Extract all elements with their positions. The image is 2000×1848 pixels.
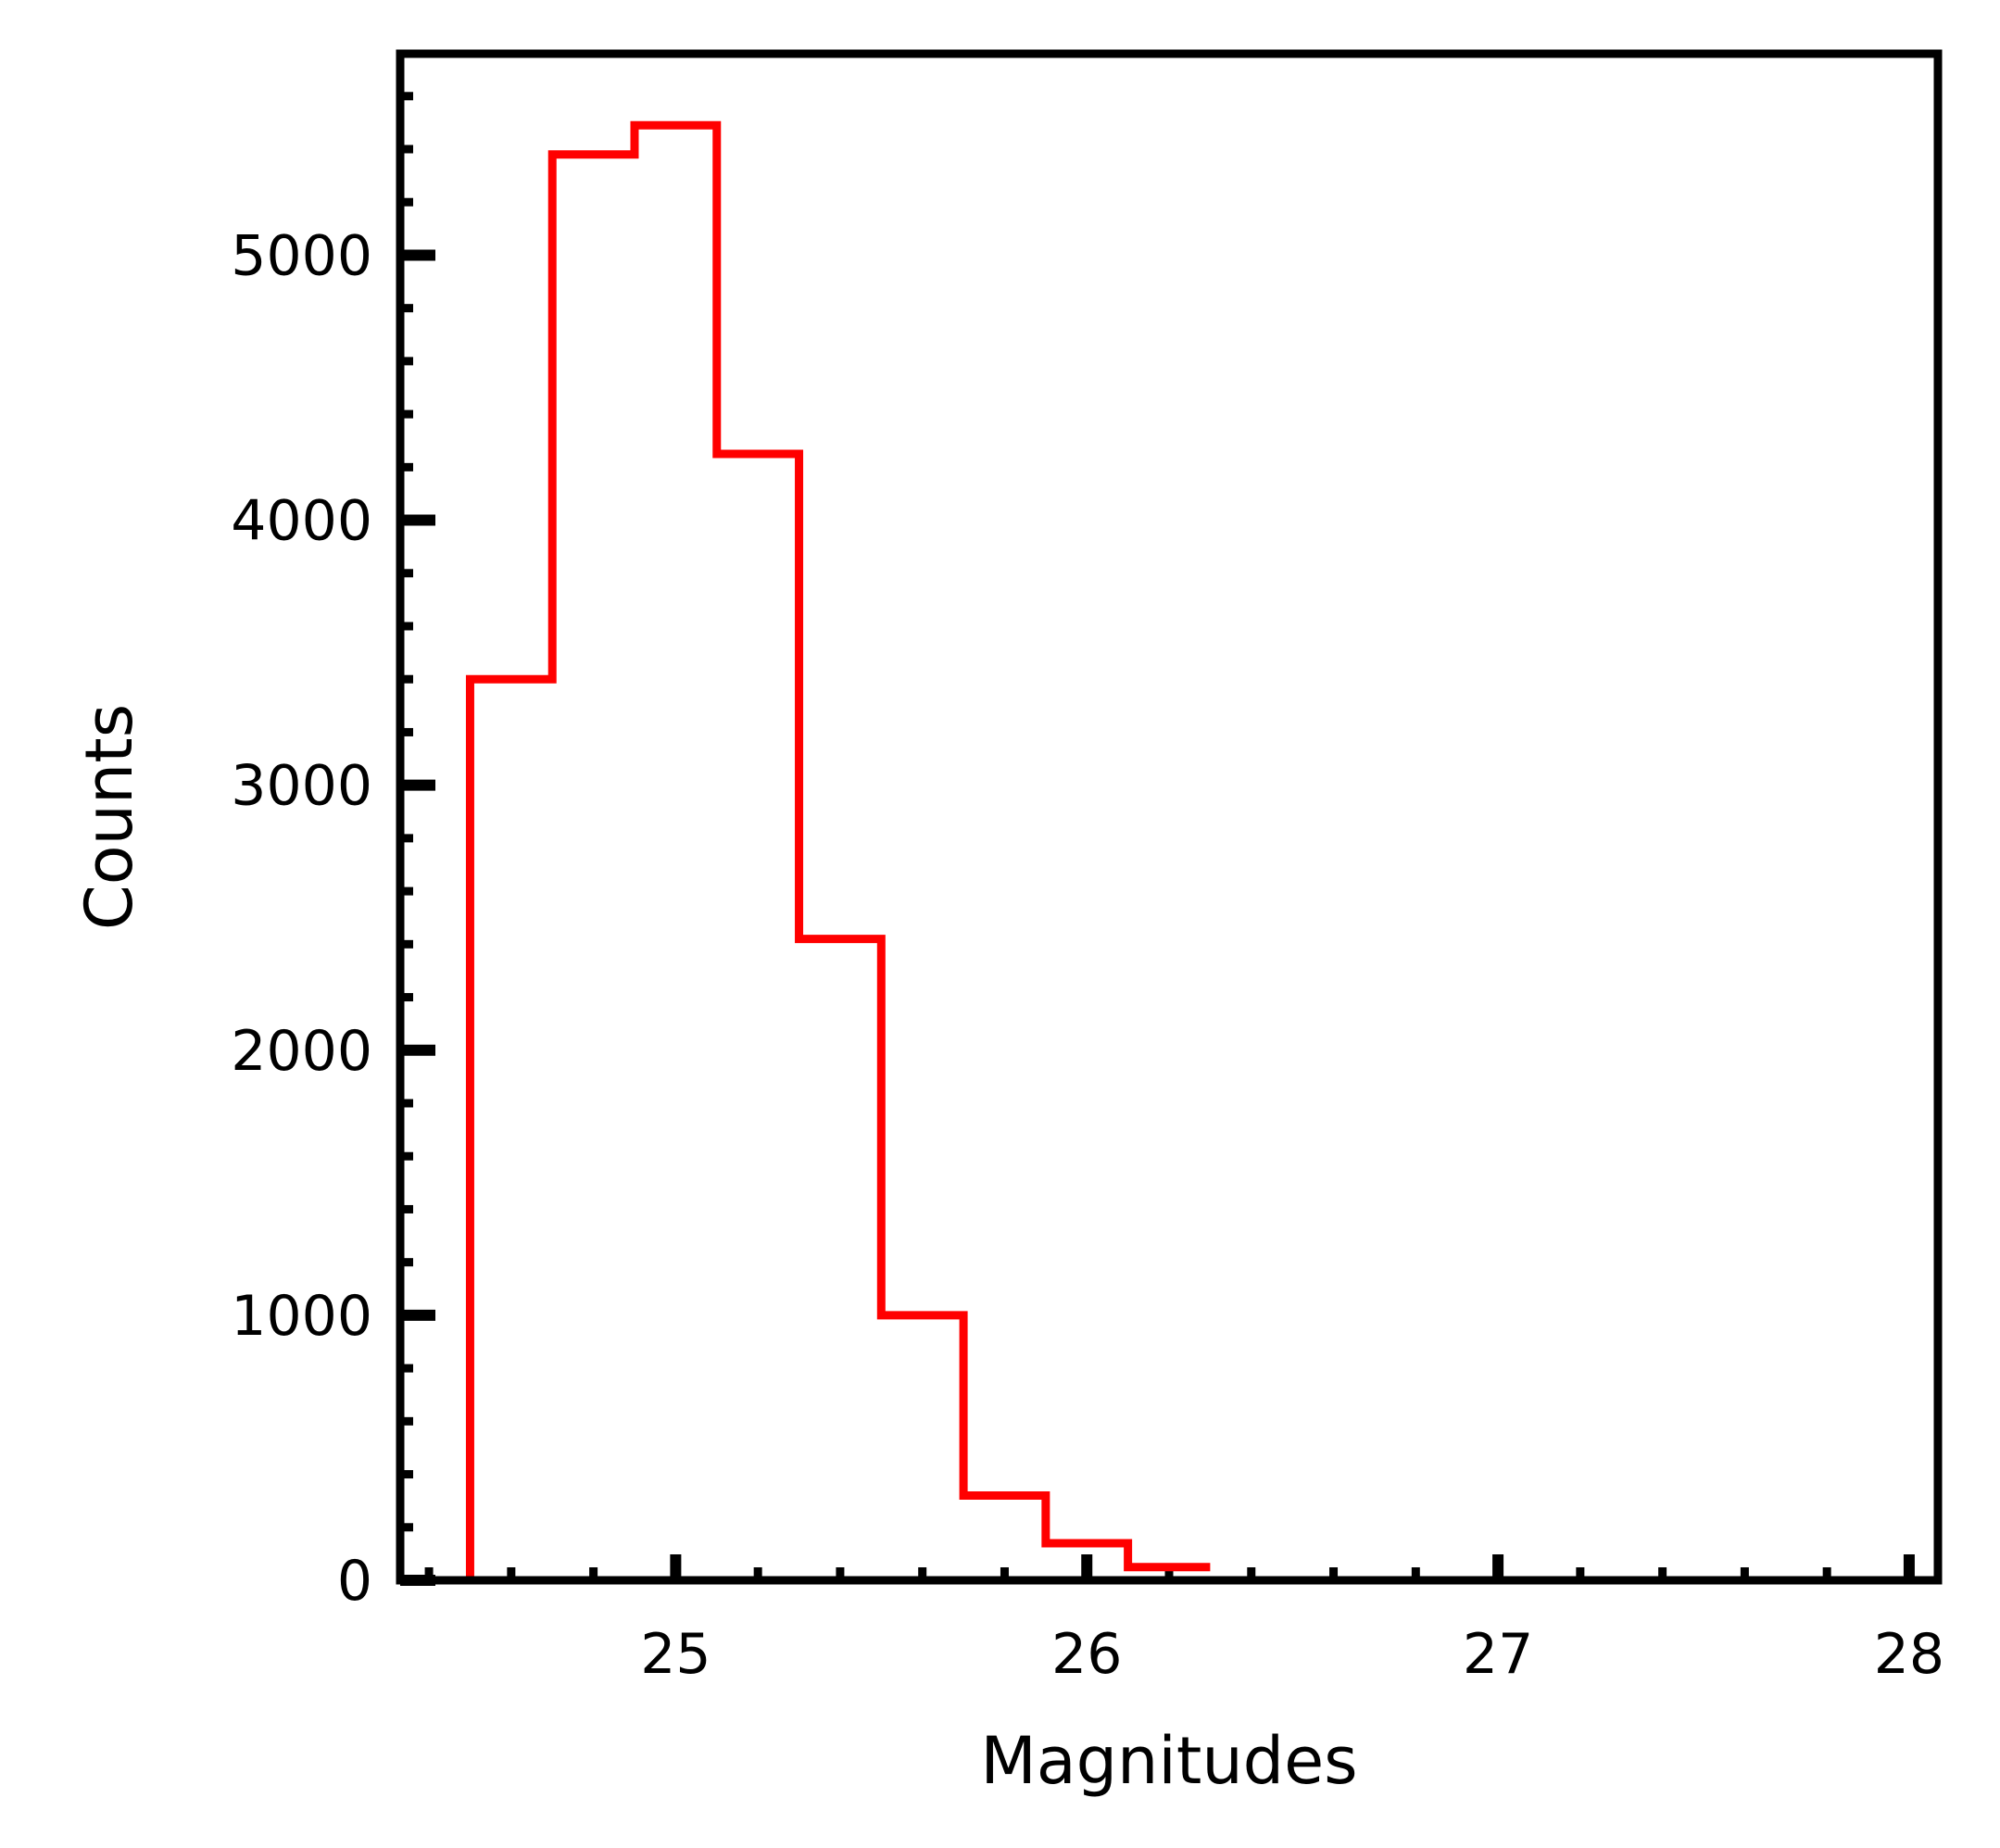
y-tick-label: 1000 (231, 1284, 372, 1349)
tick-labels: 25 26 27 28 0 1000 2000 3000 4000 5000 (231, 223, 1944, 1687)
y-tick-label: 5000 (231, 223, 372, 288)
histogram-series-step-line (465, 120, 1211, 1580)
y-tick-label: 0 (337, 1549, 372, 1614)
x-tick-label: 26 (1051, 1622, 1122, 1687)
y-axis-label: Counts (71, 704, 147, 930)
x-tick-label: 25 (640, 1622, 711, 1687)
y-tick-label: 4000 (231, 489, 372, 554)
y-tick-label: 2000 (231, 1019, 372, 1084)
x-axis-label: Magnitudes (980, 1723, 1357, 1799)
x-tick-label: 27 (1463, 1622, 1533, 1687)
axis-ticks (400, 92, 1915, 1586)
x-tick-label: 28 (1874, 1622, 1944, 1687)
plot-frame (396, 49, 1943, 1585)
y-tick-label: 3000 (231, 754, 372, 819)
